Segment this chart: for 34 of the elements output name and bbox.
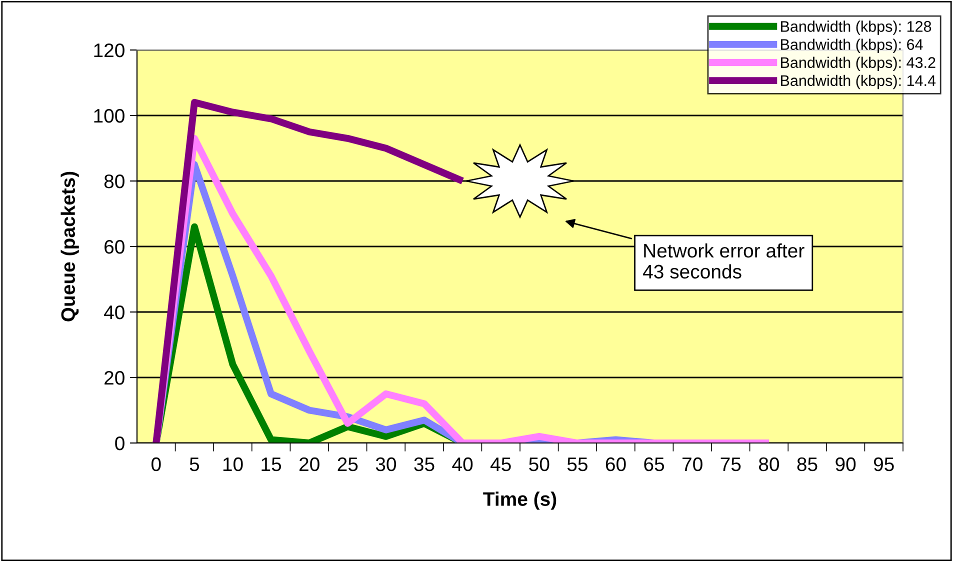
annotation: Network error after 43 seconds — [643, 243, 804, 279]
x-tick-label: 0 — [152, 457, 161, 472]
x-tick-label: 95 — [874, 457, 894, 472]
x-tick-label: 35 — [414, 457, 434, 472]
x-tick-label: 75 — [720, 458, 741, 472]
x-tick-label: 5 — [190, 458, 200, 472]
legend-label: Bandwidth (kbps): 14.4 — [781, 74, 936, 90]
x-tick-label: 65 — [644, 457, 664, 472]
y-tick-label: 80 — [104, 174, 124, 188]
y-tick-label: 0 — [115, 436, 124, 450]
x-tick-label: 10 — [223, 457, 243, 472]
x-tick-label: 60 — [606, 457, 626, 472]
y-tick-label: 120 — [94, 43, 124, 58]
x-tick-label: 45 — [490, 458, 511, 472]
x-tick-label: 25 — [338, 457, 358, 472]
y-tick-label: 60 — [104, 240, 124, 254]
y-tick-label: 100 — [94, 108, 124, 123]
x-axis-title: Time (s) — [483, 492, 556, 510]
x-tick-label: 40 — [452, 457, 473, 472]
legend-label: Bandwidth (kbps): 128 — [781, 20, 932, 35]
legend-label: Bandwidth (kbps): 64 — [781, 38, 923, 53]
x-tick-label: 50 — [529, 457, 550, 472]
legend-label: Bandwidth (kbps): 43.2 — [781, 56, 936, 72]
x-tick-label: 70 — [682, 457, 702, 472]
y-axis-title: Queue (packets) — [60, 172, 79, 322]
x-tick-label: 85 — [797, 457, 818, 472]
y-tick-label: 20 — [104, 370, 124, 385]
x-tick-label: 15 — [262, 458, 282, 472]
x-tick-label: 20 — [300, 457, 320, 472]
x-tick-label: 55 — [567, 458, 588, 472]
y-tick-label: 40 — [104, 305, 124, 320]
x-tick-label: 80 — [758, 457, 780, 472]
x-tick-label: 90 — [836, 457, 856, 472]
x-tick-label: 30 — [376, 457, 396, 472]
